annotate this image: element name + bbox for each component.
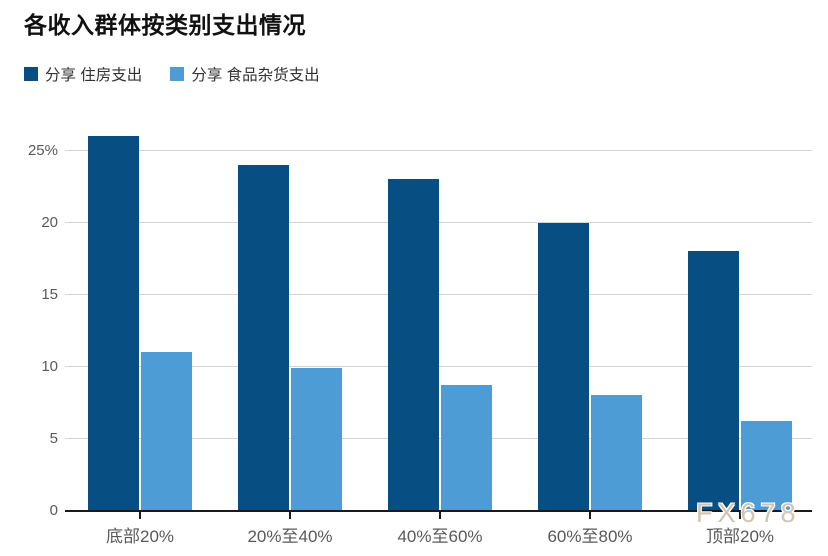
y-axis-label-15: 15 (41, 285, 58, 303)
legend-item-housing: 分享 住房支出 (24, 63, 142, 85)
x-axis-tick-3 (589, 511, 591, 519)
x-axis-label-2: 40%至60% (397, 526, 483, 546)
bar-housing-底部20% (88, 136, 139, 511)
x-axis-line (65, 509, 812, 512)
bar-housing-40%至60% (388, 179, 439, 511)
chart-title: 各收入群体按类别支出情况 (24, 12, 306, 38)
y-axis-label-25: 25% (27, 141, 58, 159)
watermark: FX678 (696, 498, 801, 528)
y-axis-label-0: 0 (49, 501, 58, 519)
legend-label-housing: 分享 住房支出 (45, 67, 143, 84)
bar-grocery-60%至80% (591, 395, 642, 511)
x-axis-label-3: 60%至80% (547, 526, 633, 546)
x-axis-tick-0 (139, 511, 141, 519)
x-axis-tick-4 (739, 511, 741, 519)
legend: 分享 住房支出 分享 食品杂货支出 (24, 63, 320, 85)
bar-grocery-20%至40% (291, 367, 342, 511)
x-axis-label-1: 20%至40% (247, 526, 333, 546)
x-axis-label-4: 顶部20% (705, 526, 775, 546)
y-axis-label-20: 20 (41, 213, 58, 231)
bar-housing-20%至40% (238, 164, 289, 511)
x-axis-tick-2 (439, 511, 441, 519)
x-axis-tick-1 (289, 511, 291, 519)
legend-item-grocery: 分享 食品杂货支出 (170, 63, 320, 85)
bar-grocery-底部20% (141, 352, 192, 511)
bar-grocery-顶部20% (741, 421, 792, 511)
bar-housing-顶部20% (688, 251, 739, 511)
legend-label-grocery: 分享 食品杂货支出 (191, 67, 320, 84)
bar-housing-60%至80% (538, 222, 589, 511)
y-axis-label-5: 5 (49, 429, 58, 447)
legend-swatch-grocery-icon (170, 67, 185, 81)
y-axis-label-10: 10 (41, 357, 58, 375)
bar-grocery-40%至60% (441, 385, 492, 511)
legend-swatch-housing-icon (24, 67, 38, 81)
gridline-25 (65, 149, 812, 152)
x-axis-label-0: 底部20% (105, 526, 175, 546)
